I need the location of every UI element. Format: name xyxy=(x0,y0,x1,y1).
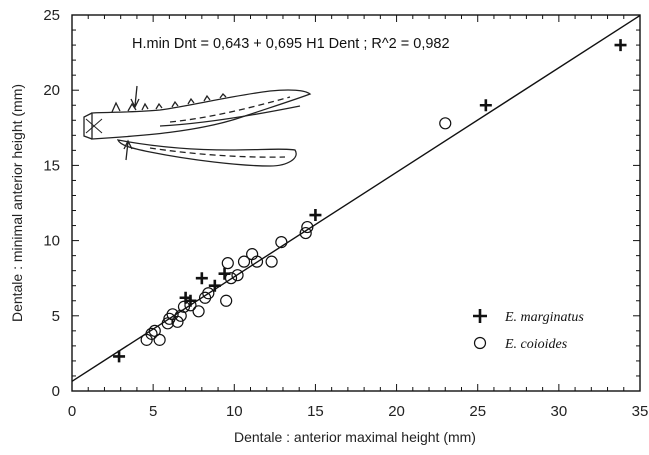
point-e-coioides xyxy=(171,315,184,328)
point-e-coioides xyxy=(275,236,288,249)
point-e-coioides xyxy=(231,269,244,282)
point-e-marginatus xyxy=(195,272,208,285)
legend-item-e-coioides: E. coioides xyxy=(473,336,568,352)
axis-ticks xyxy=(71,14,641,392)
point-e-marginatus xyxy=(113,350,126,363)
x-axis-tick-labels: 0 5 10 15 20 25 30 35 xyxy=(68,403,649,420)
y-tick-label: 10 xyxy=(43,233,60,250)
x-tick-label: 0 xyxy=(68,403,76,420)
legend-plus-marker xyxy=(473,309,487,323)
legend-item-e-marginatus: E. marginatus xyxy=(473,309,584,325)
point-e-coioides xyxy=(202,287,215,300)
x-tick-label: 10 xyxy=(226,403,243,420)
legend-circle-marker xyxy=(473,336,487,350)
legend-label-e-coioides: E. coioides xyxy=(504,337,568,352)
point-e-coioides xyxy=(265,255,278,268)
point-e-coioides xyxy=(192,305,205,318)
regression-equation: H.min Dnt = 0,643 + 0,695 H1 Dent ; R^2 … xyxy=(132,36,450,52)
y-tick-label: 0 xyxy=(52,383,60,400)
point-e-coioides xyxy=(224,272,238,285)
point-e-coioides xyxy=(220,294,233,307)
y-tick-label: 25 xyxy=(43,7,60,24)
legend-label-e-marginatus: E. marginatus xyxy=(504,310,584,325)
point-e-marginatus xyxy=(208,279,221,292)
x-tick-label: 20 xyxy=(388,403,405,420)
point-e-coioides xyxy=(174,309,187,322)
point-e-marginatus xyxy=(614,39,627,52)
point-e-coioides xyxy=(439,117,452,130)
point-e-marginatus xyxy=(309,209,322,222)
point-e-coioides xyxy=(177,300,191,313)
x-tick-label: 35 xyxy=(632,403,649,420)
point-e-coioides xyxy=(184,299,197,312)
y-axis-tick-labels: 0 5 10 15 20 25 xyxy=(43,7,60,400)
point-e-coioides xyxy=(299,226,312,240)
x-tick-label: 30 xyxy=(551,403,568,420)
y-tick-label: 20 xyxy=(43,82,60,99)
fish-jaw-illustration xyxy=(83,85,312,167)
regression-line xyxy=(71,14,641,382)
y-tick-label: 5 xyxy=(52,308,60,325)
x-tick-label: 25 xyxy=(469,403,486,420)
point-e-coioides xyxy=(221,257,234,270)
y-axis-title: Dentale : minimal anterior height (mm) xyxy=(9,84,25,322)
point-e-coioides xyxy=(145,327,158,340)
x-tick-label: 15 xyxy=(307,403,324,420)
x-tick-label: 5 xyxy=(149,403,157,420)
point-e-coioides xyxy=(301,220,314,234)
data-points xyxy=(113,39,627,363)
x-axis-title: Dentale : anterior maximal height (mm) xyxy=(234,429,476,445)
y-tick-label: 15 xyxy=(43,157,60,174)
legend: E. marginatus E. coioides xyxy=(473,309,584,352)
point-e-coioides xyxy=(250,255,264,268)
plot-frame xyxy=(71,14,641,392)
point-e-coioides xyxy=(153,333,166,346)
point-e-marginatus xyxy=(479,99,492,112)
point-e-coioides xyxy=(237,255,251,268)
